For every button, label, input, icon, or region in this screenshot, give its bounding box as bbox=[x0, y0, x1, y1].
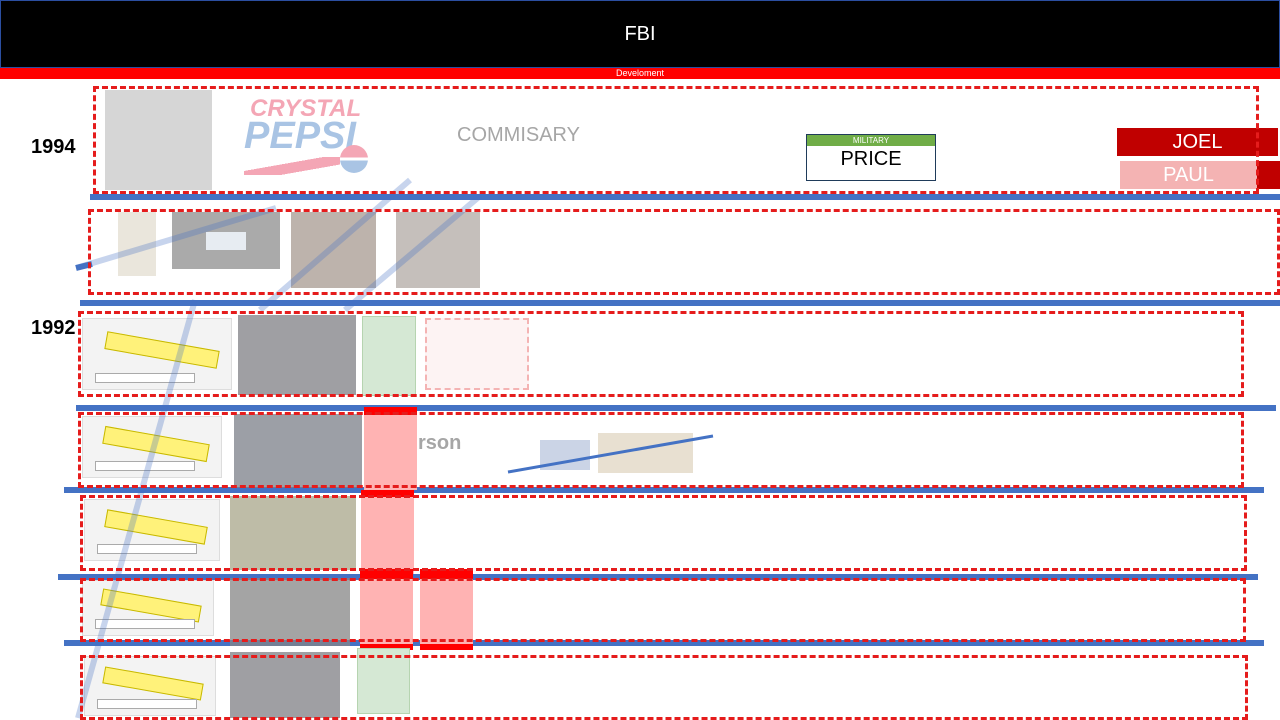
military-tag: MILITARY bbox=[807, 135, 935, 146]
map-thumbnail bbox=[82, 580, 214, 636]
person-photo bbox=[230, 496, 356, 570]
row-box bbox=[80, 578, 1246, 642]
red-marker-cap bbox=[420, 569, 473, 579]
person-photo bbox=[230, 652, 340, 718]
map-caption bbox=[95, 461, 195, 471]
pink-marker bbox=[361, 492, 414, 574]
card-image bbox=[206, 232, 246, 250]
person-photo bbox=[396, 212, 480, 288]
pepsi-globe-icon bbox=[340, 145, 368, 173]
connector-line bbox=[343, 193, 482, 313]
row-box bbox=[78, 311, 1244, 397]
green-marker bbox=[357, 648, 410, 714]
red-marker-cap bbox=[364, 407, 417, 415]
document-photo bbox=[172, 212, 280, 269]
map-thumbnail bbox=[82, 416, 222, 478]
pepsi-logo-line2: PEPSI bbox=[244, 115, 356, 157]
document-photo bbox=[425, 318, 529, 390]
person-photo bbox=[238, 315, 356, 395]
timeline-line bbox=[76, 405, 1276, 411]
map-caption bbox=[95, 373, 195, 383]
connector-line bbox=[258, 177, 412, 313]
building-photo bbox=[105, 90, 212, 190]
header-subtitle: Develoment bbox=[0, 68, 1280, 79]
map-thumbnail bbox=[82, 318, 232, 390]
row-box bbox=[93, 86, 1259, 194]
red-marker-base bbox=[360, 644, 413, 650]
red-marker-base bbox=[420, 644, 473, 650]
red-marker-cap bbox=[360, 569, 413, 579]
row-box bbox=[80, 655, 1248, 720]
connector-line bbox=[507, 434, 714, 474]
row-box bbox=[80, 495, 1247, 571]
pepsi-swoosh bbox=[244, 157, 340, 175]
map-thumbnail bbox=[84, 656, 216, 716]
map-caption bbox=[95, 619, 195, 629]
row-box bbox=[88, 209, 1280, 295]
person-photo bbox=[230, 578, 350, 646]
commisary-label: COMMISARY bbox=[457, 124, 580, 146]
paul-label: PAUL bbox=[1120, 161, 1257, 189]
timeline-line bbox=[58, 574, 1258, 580]
connector-line bbox=[75, 299, 198, 719]
map-thumbnail bbox=[84, 499, 220, 561]
pink-marker bbox=[360, 576, 413, 650]
partial-name-text: rson bbox=[418, 432, 462, 454]
map-caption bbox=[97, 699, 197, 709]
pepsi-logo-line1: CRYSTAL bbox=[250, 95, 362, 122]
red-marker-cap bbox=[361, 490, 414, 497]
year-label-1994: 1994 bbox=[31, 136, 76, 158]
military-price-box: MILITARY PRICE bbox=[806, 134, 936, 181]
timeline-line bbox=[64, 640, 1264, 646]
header-title: FBI bbox=[0, 0, 1280, 68]
connector-line bbox=[75, 205, 277, 271]
person-photo bbox=[234, 414, 362, 488]
pink-marker bbox=[420, 576, 473, 650]
price-label: PRICE bbox=[840, 148, 902, 170]
map-caption bbox=[97, 544, 197, 554]
poster-photo bbox=[118, 212, 156, 276]
joel-label: JOEL bbox=[1117, 128, 1278, 156]
timeline-line bbox=[64, 487, 1264, 493]
pepsi-logo: CRYSTAL PEPSI bbox=[240, 95, 370, 185]
year-label-1992: 1992 bbox=[31, 317, 76, 339]
row-box bbox=[78, 412, 1244, 488]
green-marker bbox=[362, 316, 416, 396]
pink-marker bbox=[364, 412, 417, 490]
timeline-line bbox=[80, 300, 1280, 306]
timeline-line bbox=[90, 194, 1280, 200]
person-photo bbox=[291, 212, 376, 288]
paul-tab bbox=[1257, 161, 1280, 189]
